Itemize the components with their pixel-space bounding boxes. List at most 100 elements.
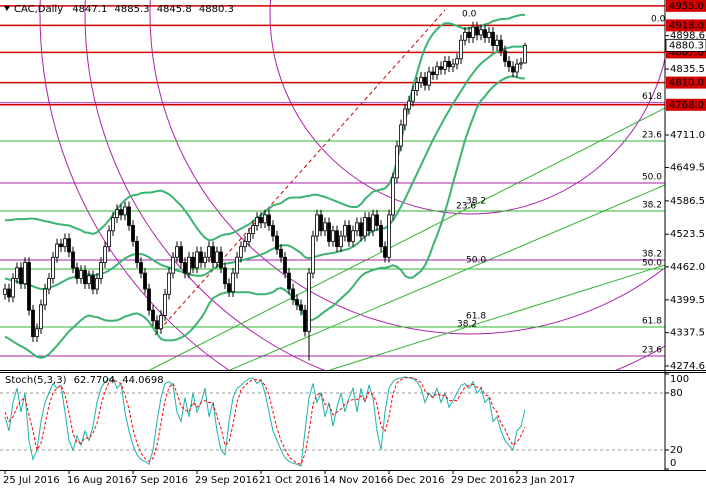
candle-body [199, 251, 203, 263]
candle-body [43, 288, 47, 306]
fib-level-label: 23.6 [642, 345, 662, 355]
candle-body [147, 288, 151, 311]
stoch-d-value: 44.0698 [122, 375, 163, 386]
candle-body [167, 272, 171, 295]
candle-body [47, 278, 51, 290]
candle-body [143, 272, 147, 290]
candle-body [227, 283, 231, 293]
candle-body [479, 29, 483, 36]
candle-body [271, 225, 275, 237]
candle-body [159, 315, 163, 330]
candle-body [171, 256, 175, 274]
candle-body [59, 243, 63, 248]
candle-body [183, 262, 187, 274]
candle-body [435, 66, 439, 76]
open-value: 4847.1 [72, 4, 107, 15]
fan-label: 23.6 [456, 202, 476, 212]
stoch-lines [0, 376, 665, 467]
candle-body [51, 256, 55, 279]
high-value: 4885.3 [115, 4, 150, 15]
candle-body [375, 214, 379, 226]
candle-body [367, 217, 371, 232]
price-level-label: 4918.0 [669, 20, 704, 31]
candle-body [223, 267, 227, 285]
stoch-title: Stoch(5,3,3) [5, 375, 67, 386]
candle-body [387, 214, 391, 258]
candle-body [191, 256, 195, 269]
price-level-box [666, 98, 706, 111]
drawing-objects [39, 0, 665, 370]
close-value: 4880.3 [199, 4, 234, 15]
candle-body [111, 217, 115, 232]
stoch-panel: 0 20 80 100 [0, 373, 689, 470]
candle-body [175, 246, 179, 258]
fib-level-label: 38.2 [642, 250, 662, 260]
candle-body [87, 275, 91, 285]
candle-body [319, 214, 323, 232]
fib-level-label: 38.2 [642, 200, 662, 210]
stoch-y-tick-label: 80 [670, 388, 683, 399]
y-tick-label: 4399.5 [670, 295, 705, 306]
candle-body [251, 225, 255, 234]
candle-body [71, 251, 75, 269]
fib-fan-line [229, 184, 665, 370]
price-level-box [666, 76, 706, 89]
stoch-d-line [4, 377, 526, 465]
y-tick-label: 4898.6 [670, 31, 705, 42]
candle-body [255, 217, 259, 226]
candle-body [75, 267, 79, 279]
fib-arc [149, 0, 665, 335]
price-level-label: 4810.0 [669, 78, 704, 89]
candle-body [491, 31, 495, 46]
candle-body [487, 31, 491, 38]
candle-body [475, 26, 479, 36]
price-level-label: 4955.0 [669, 1, 704, 12]
candle-body [27, 262, 31, 311]
candle-body [35, 328, 39, 338]
fib-level-label: 23.6 [642, 131, 662, 141]
price-level-box [666, 19, 706, 32]
header-icon [4, 6, 10, 11]
fan-label: 0.0 [651, 15, 666, 25]
fib-level-label: 61.8 [642, 92, 662, 102]
candle-body [267, 214, 271, 226]
price-level-box [666, 0, 706, 12]
candle-body [283, 256, 287, 274]
candle-body [515, 63, 519, 73]
candle-body [3, 288, 7, 295]
candle-body [215, 251, 219, 263]
fan-label: 38.2 [466, 197, 486, 207]
candle-body [123, 206, 127, 216]
y-tick-label: 4711.0 [670, 130, 705, 141]
fib-fan-line [149, 107, 665, 370]
fan-label: 61.8 [466, 312, 486, 322]
candle-body [439, 66, 443, 70]
candle-body [263, 214, 267, 224]
y-tick-label: 4586.5 [670, 196, 705, 207]
candle-body [231, 272, 235, 293]
candle-body [483, 29, 487, 38]
fib-arc [84, 0, 665, 370]
x-tick-label: 16 Aug 2016 [67, 475, 131, 486]
candle-body [55, 243, 59, 258]
candle-body [83, 270, 87, 285]
fib-level-label: 50.0 [642, 172, 662, 182]
candle-body [139, 262, 143, 274]
candle-body [239, 246, 243, 258]
candle-body [303, 309, 307, 332]
current-price-box [665, 38, 706, 52]
fan-label: 38.2 [457, 320, 477, 330]
x-tick-label: 21 Oct 2016 [259, 475, 321, 486]
candle-body [503, 50, 507, 62]
y-tick-label: 4337.5 [670, 328, 705, 339]
x-tick-label: 7 Sep 2016 [131, 475, 188, 486]
fan-label: 0.0 [462, 10, 477, 20]
fib-level-label: 61.8 [642, 316, 662, 326]
candle-body [151, 309, 155, 322]
price-level-label: 4867.0 [669, 47, 704, 58]
candle-body [187, 256, 191, 274]
candle-body [331, 230, 335, 242]
x-tick-label: 25 Jul 2016 [3, 475, 60, 486]
candle-body [275, 235, 279, 250]
